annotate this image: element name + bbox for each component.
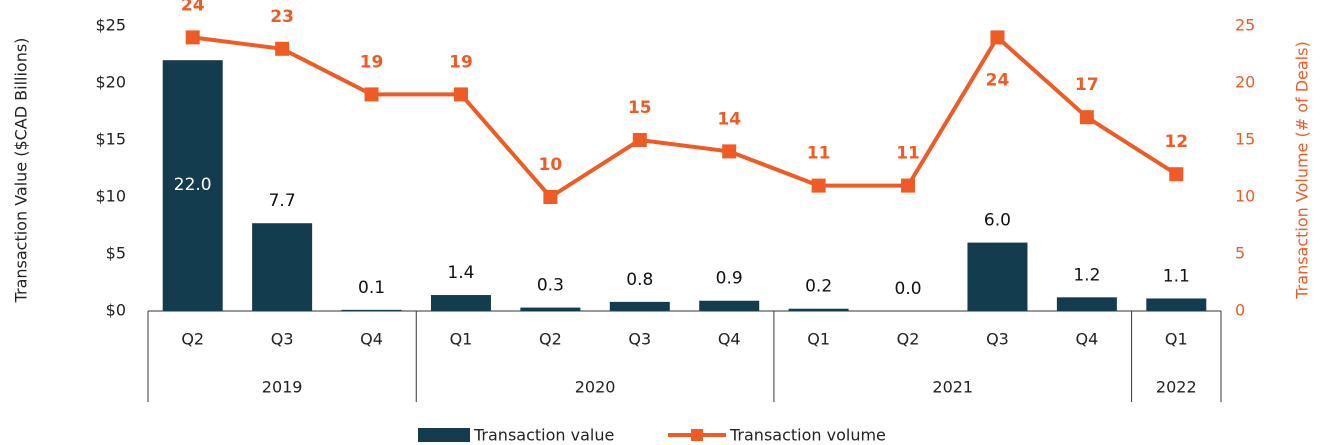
bar [162, 60, 223, 312]
group-label: 2022 [1156, 378, 1197, 397]
x-tick-label: Q2 [897, 330, 920, 349]
bar-value-label: 1.1 [1163, 266, 1190, 286]
line-marker [364, 87, 379, 102]
bar [252, 223, 313, 311]
x-tick-label: Q1 [807, 330, 830, 349]
line-marker [901, 178, 916, 193]
x-tick-label: Q2 [181, 330, 204, 349]
bar-value-label: 0.1 [358, 278, 385, 298]
x-tick-label: Q4 [360, 330, 383, 349]
y-tick-label: $20 [95, 73, 126, 92]
bar [967, 242, 1028, 311]
line-value-label: 11 [807, 144, 831, 164]
line-marker [722, 144, 737, 159]
x-tick-label: Q3 [628, 330, 651, 349]
bar-value-label: 6.0 [984, 211, 1011, 231]
line-marker [1169, 167, 1184, 182]
line-marker [275, 41, 290, 56]
group-label: 2020 [575, 378, 616, 397]
legend-label: Transaction volume [729, 426, 886, 445]
line-value-label: 15 [628, 98, 652, 118]
y2-axis-title: Transaction Volume (# of Deals) [1293, 41, 1312, 299]
bar-value-label: 0.9 [716, 269, 743, 289]
line-marker [811, 178, 826, 193]
legend-swatch [691, 429, 703, 441]
bar-value-label: 0.2 [805, 277, 832, 297]
y2-tick-label: 5 [1235, 244, 1245, 263]
bar [788, 308, 849, 311]
legend-swatch [418, 428, 470, 442]
bar-value-label: 1.2 [1073, 265, 1100, 285]
line-value-label: 24 [986, 70, 1010, 90]
y2-tick-label: 15 [1235, 130, 1255, 149]
line-value-label: 19 [449, 52, 473, 72]
bar-value-label: 0.8 [626, 270, 653, 290]
x-tick-label: Q2 [539, 330, 562, 349]
line [192, 34, 1178, 200]
y-tick-label: $5 [106, 244, 126, 263]
y-axis-title: Transaction Value ($CAD Billions) [12, 38, 31, 304]
bar [699, 300, 760, 311]
y2-tick-label: 0 [1235, 301, 1245, 320]
line-marker [632, 133, 647, 147]
line-value-label: 23 [270, 7, 294, 27]
x-tick-label: Q3 [986, 330, 1009, 349]
x-tick-label: Q3 [271, 330, 294, 349]
bar-value-label: 7.7 [269, 191, 296, 211]
line-value-label: 14 [717, 109, 741, 129]
y-tick-label: $10 [95, 187, 126, 206]
x-tick-label: Q1 [450, 330, 473, 349]
bar-value-label: 0.0 [895, 279, 922, 299]
line-value-label: 12 [1164, 132, 1188, 152]
y-tick-label: $25 [95, 16, 126, 35]
line-marker [1079, 110, 1094, 125]
x-tick-label: Q1 [1165, 330, 1188, 349]
y-tick-label: $0 [106, 301, 126, 320]
line-value-label: 19 [360, 52, 384, 72]
line-marker [453, 87, 468, 102]
bar [341, 309, 402, 311]
line-marker [185, 30, 200, 45]
line-value-label: 10 [539, 155, 563, 175]
y2-tick-label: 20 [1235, 73, 1255, 92]
bar [1056, 297, 1117, 311]
legend-label: Transaction value [473, 426, 614, 445]
line-marker [990, 30, 1005, 45]
line-marker [543, 190, 558, 204]
x-tick-label: Q4 [1075, 330, 1098, 349]
y2-tick-label: 10 [1235, 187, 1255, 206]
line-value-label: 24 [181, 0, 205, 15]
bar [430, 295, 491, 311]
bar [520, 307, 581, 311]
bar [1146, 298, 1207, 311]
bar-value-label: 22.0 [174, 175, 212, 195]
bar [609, 301, 670, 311]
bar-value-label: 1.4 [447, 263, 474, 283]
group-label: 2021 [932, 378, 973, 397]
bar-value-label: 0.3 [537, 276, 564, 296]
line-value-label: 17 [1075, 75, 1099, 95]
line-value-label: 11 [896, 144, 920, 164]
y-tick-label: $15 [95, 130, 126, 149]
group-label: 2019 [262, 378, 303, 397]
y2-tick-label: 25 [1235, 16, 1255, 35]
x-tick-label: Q4 [718, 330, 741, 349]
